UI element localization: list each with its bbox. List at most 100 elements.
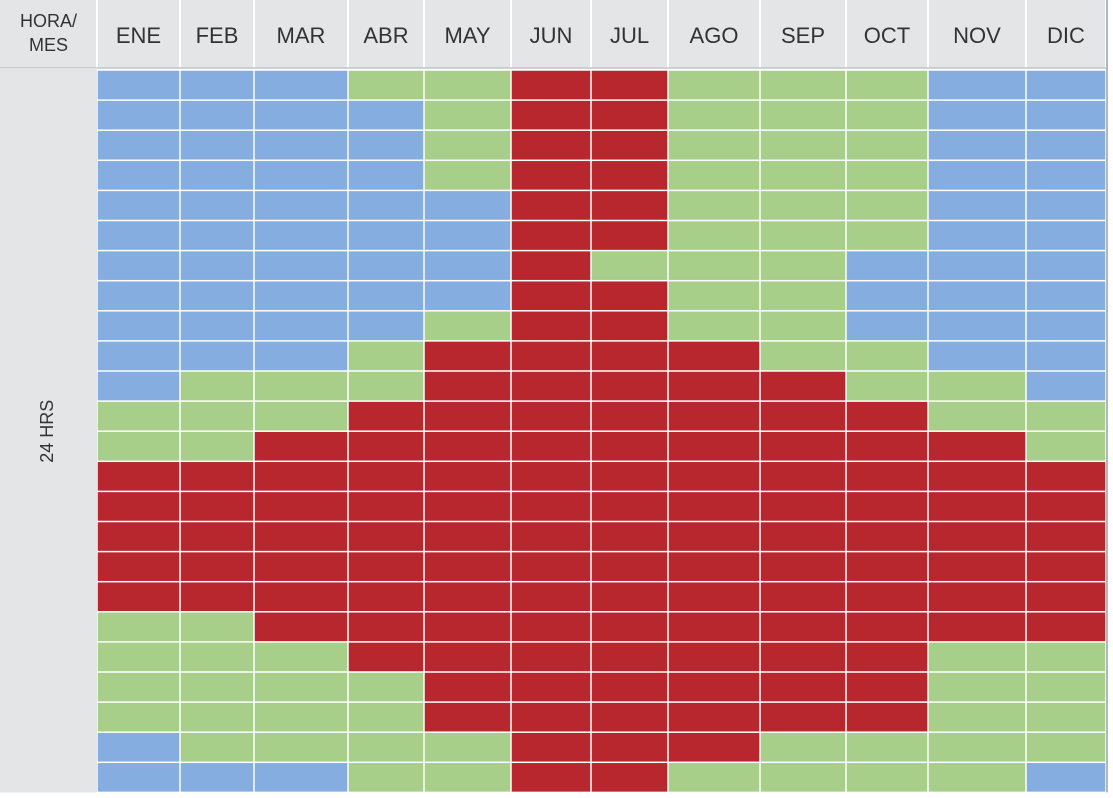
heatmap-cell (928, 191, 1026, 220)
heatmap-cell (1026, 612, 1106, 642)
heatmap-cell (928, 401, 1026, 431)
heatmap-cell (1026, 431, 1106, 461)
month-label-mar: MAR (277, 23, 326, 48)
heatmap-cell (846, 642, 928, 672)
heatmap-cell (424, 191, 511, 220)
heatmap-cell (511, 100, 591, 130)
heatmap-cell (348, 672, 424, 702)
heatmap-cell (254, 100, 348, 130)
month-label-abr: ABR (363, 23, 408, 48)
heatmap-cell (97, 161, 180, 190)
heatmap-cell (1026, 281, 1106, 311)
heatmap-cell (348, 251, 424, 280)
heatmap-cell (928, 552, 1026, 581)
heatmap-cell (254, 522, 348, 551)
heatmap-cell (254, 221, 348, 250)
heatmap-cell (591, 431, 668, 461)
heatmap-cell (928, 672, 1026, 702)
heatmap-cell (1026, 161, 1106, 190)
heatmap-cell (1026, 763, 1106, 792)
heatmap-cell (348, 130, 424, 160)
heatmap-cell (180, 341, 254, 371)
heatmap-cell (180, 612, 254, 642)
heatmap-cell (424, 401, 511, 431)
heatmap-cell (511, 371, 591, 401)
heatmap-cell (760, 431, 846, 461)
month-label-feb: FEB (196, 23, 239, 48)
heatmap-cell (97, 462, 180, 491)
heatmap-cell (254, 612, 348, 642)
heatmap-cell (348, 582, 424, 612)
heatmap-cell (97, 371, 180, 401)
heatmap-cell (760, 732, 846, 762)
heatmap-cell (97, 552, 180, 581)
heatmap-cell (591, 100, 668, 130)
heatmap-cell (846, 70, 928, 100)
heatmap-cell (846, 130, 928, 160)
heatmap-cell (348, 431, 424, 461)
heatmap-cell (760, 100, 846, 130)
heatmap-cell (928, 431, 1026, 461)
heatmap-cell (180, 763, 254, 792)
heatmap-cell (591, 612, 668, 642)
heatmap-cell (846, 100, 928, 130)
heatmap-cell (180, 462, 254, 491)
heatmap-cell (591, 492, 668, 521)
heatmap-cell (760, 191, 846, 220)
heatmap-cell (591, 642, 668, 672)
month-label-nov: NOV (953, 23, 1001, 48)
heatmap-cell (180, 522, 254, 551)
heatmap-cell (180, 191, 254, 220)
month-label-ene: ENE (116, 23, 161, 48)
heatmap-cell (668, 642, 760, 672)
heatmap-cell (928, 492, 1026, 521)
heatmap-cell (846, 281, 928, 311)
heatmap-cell (591, 462, 668, 491)
heatmap-cell (97, 431, 180, 461)
heatmap-cell (511, 191, 591, 220)
heatmap-cell (668, 732, 760, 762)
heatmap-cell (928, 281, 1026, 311)
heatmap-cell (254, 672, 348, 702)
heatmap-cell (1026, 251, 1106, 280)
heatmap-cell (254, 763, 348, 792)
heatmap-cell (760, 612, 846, 642)
heatmap-cell (591, 522, 668, 551)
heatmap-cell (180, 221, 254, 250)
heatmap-cell (348, 401, 424, 431)
heatmap-cell (668, 552, 760, 581)
heatmap-cell (254, 702, 348, 732)
heatmap-cell (668, 492, 760, 521)
heatmap-cell (591, 251, 668, 280)
heatmap-cell (424, 732, 511, 762)
heatmap-cell (668, 763, 760, 792)
heatmap-cell (180, 70, 254, 100)
heatmap-cell (591, 161, 668, 190)
heatmap-cell (254, 130, 348, 160)
heatmap-cell (846, 672, 928, 702)
row-label-background (0, 68, 97, 793)
heatmap-cell (97, 492, 180, 521)
heatmap-cell (97, 401, 180, 431)
heatmap-cell (511, 462, 591, 491)
heatmap-cell (348, 221, 424, 250)
heatmap-cell (511, 130, 591, 160)
heatmap-cell (254, 371, 348, 401)
heatmap-cell (591, 371, 668, 401)
heatmap-cell (591, 582, 668, 612)
heatmap-cell (511, 672, 591, 702)
heatmap-cell (424, 642, 511, 672)
heatmap-cell (846, 702, 928, 732)
heatmap-cell (511, 221, 591, 250)
heatmap-cell (928, 251, 1026, 280)
heatmap-cell (668, 70, 760, 100)
heatmap-cell (348, 161, 424, 190)
heatmap-cell (591, 311, 668, 341)
heatmap-cell (928, 702, 1026, 732)
heatmap-cell (348, 552, 424, 581)
heatmap-cell (254, 431, 348, 461)
header-row: HORA/MES ENE FEB MAR ABR MAY JUN JUL AGO SEP OCT NO… (0, 0, 1107, 69)
heatmap-cell (424, 161, 511, 190)
heatmap-cell (846, 341, 928, 371)
